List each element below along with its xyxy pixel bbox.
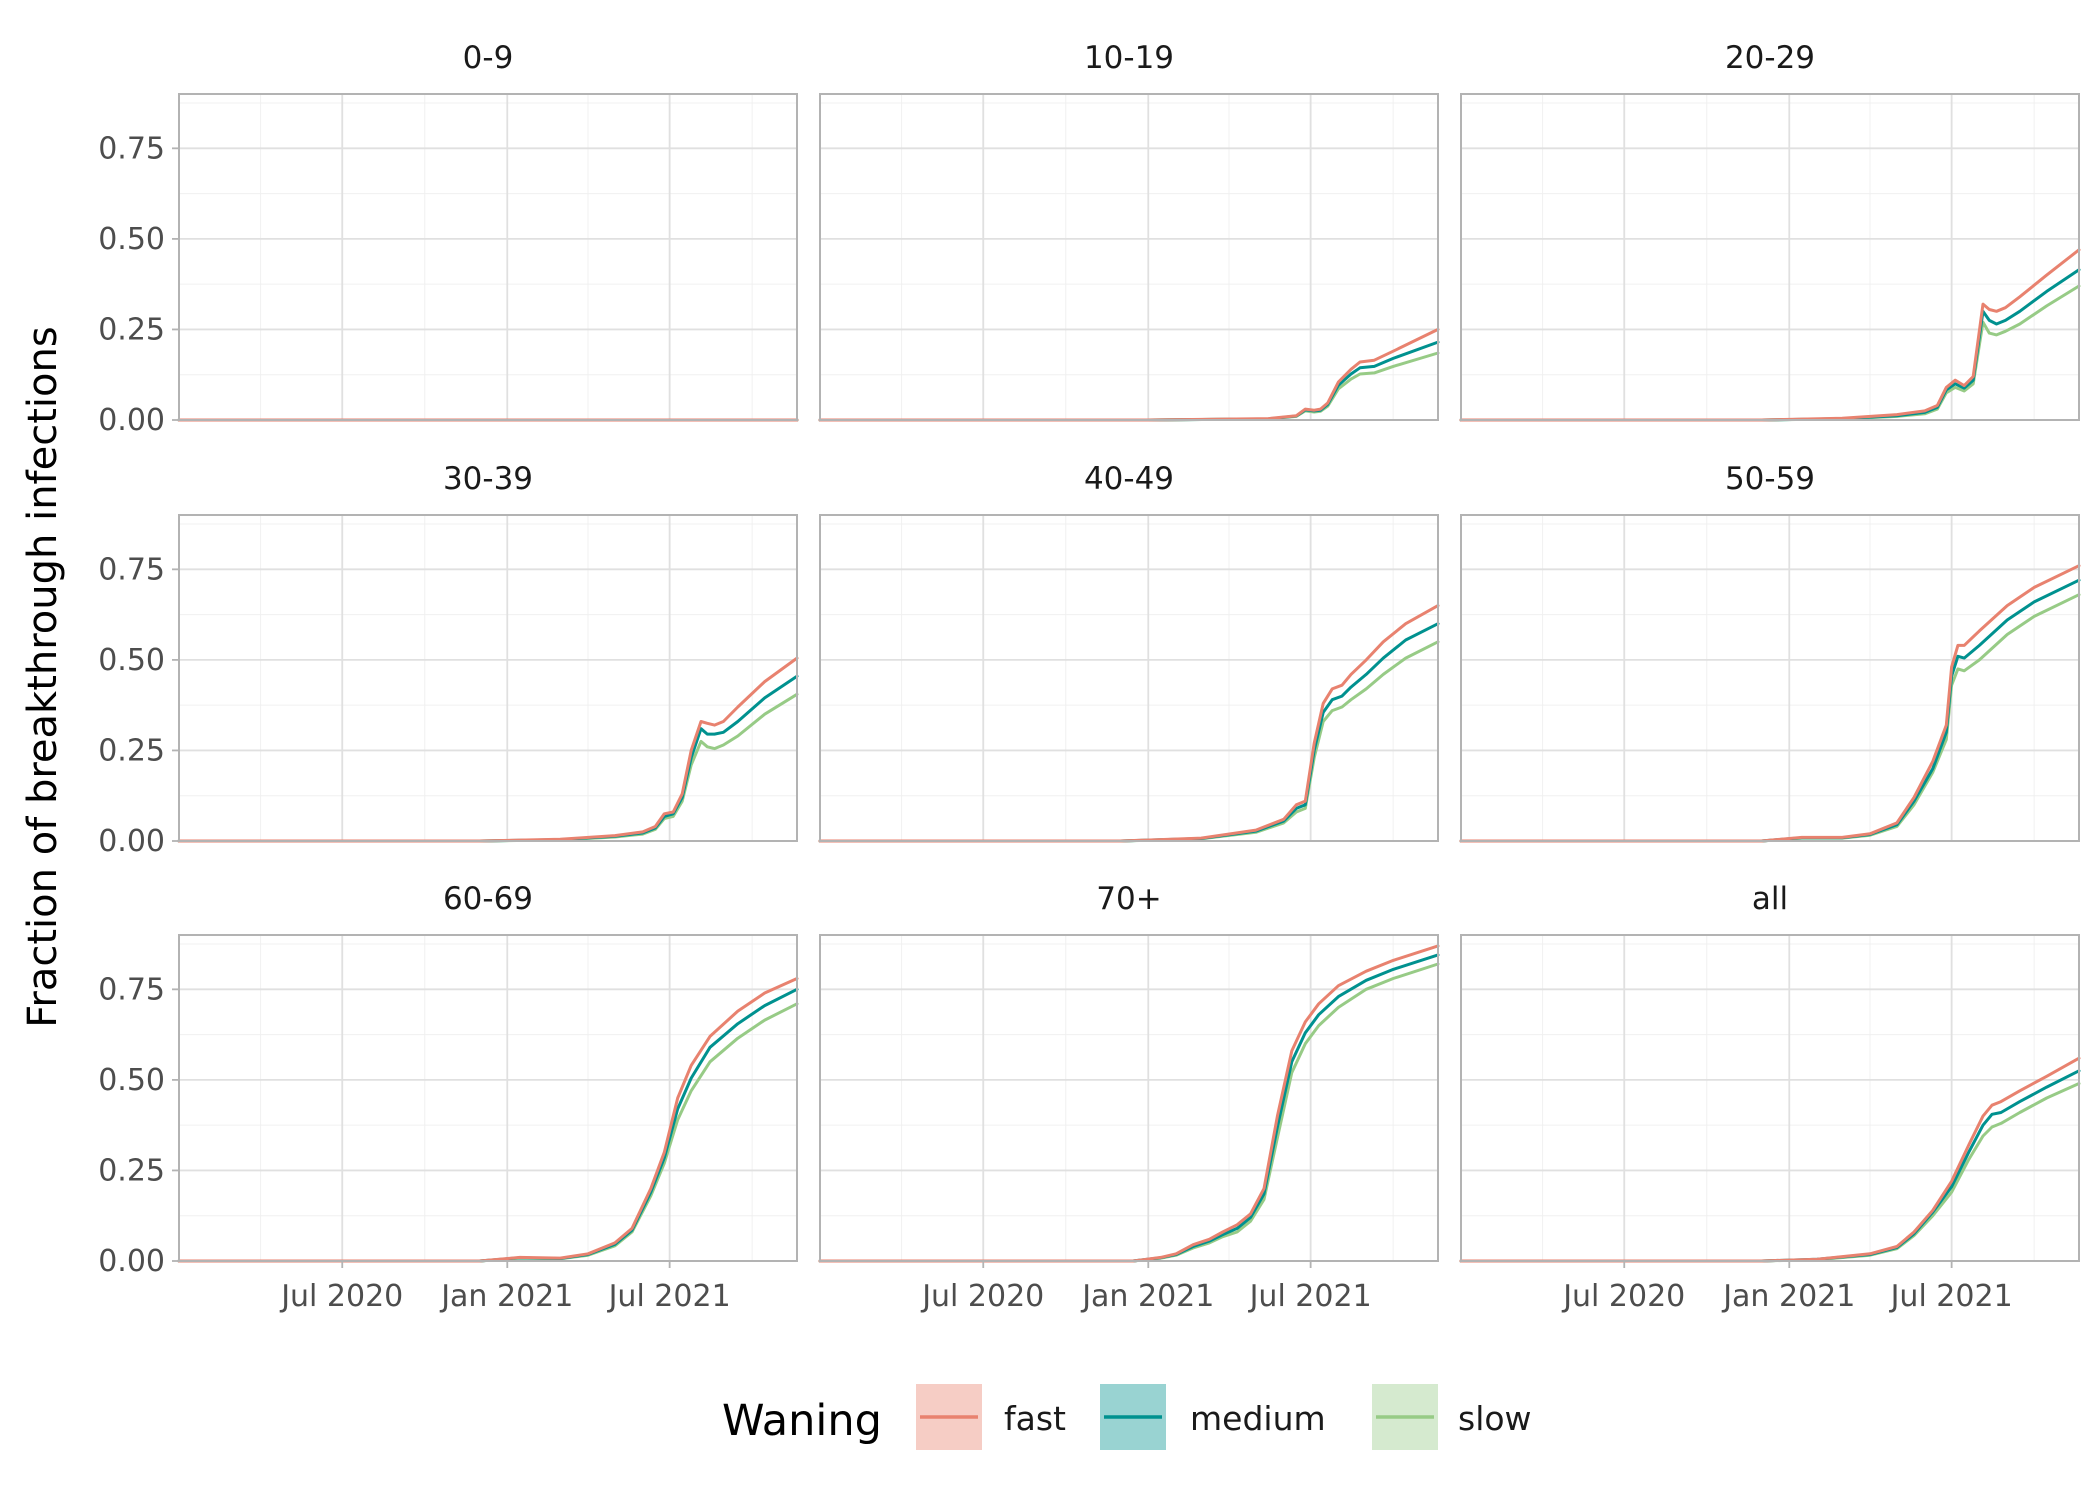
x-tick-label: Jan 2021	[1080, 1279, 1214, 1314]
series-line-slow	[177, 692, 799, 843]
y-tick-label: 0.25	[98, 312, 165, 347]
panel-border	[1460, 934, 2080, 1262]
y-tick-label: 0.00	[98, 403, 165, 438]
legend-items: fast medium slow	[916, 1384, 1532, 1450]
legend-item-slow: slow	[1372, 1384, 1532, 1450]
series-line-slow	[818, 351, 1440, 422]
x-tick-label: Jul 2021	[1889, 1279, 2013, 1314]
facet-title: 50-59	[1725, 461, 1815, 497]
facet-panel: 70+ Jul 2020 Jan 2021 Jul 2021	[818, 881, 1440, 1314]
facet-panel: 40-49	[818, 461, 1440, 843]
x-tick-label: Jul 2021	[607, 1279, 731, 1314]
series-line-medium	[818, 340, 1440, 422]
facet-title: all	[1752, 881, 1788, 917]
series-line-medium	[1459, 1069, 2081, 1263]
panel-border	[1460, 93, 2080, 421]
panel-border	[819, 934, 1439, 1262]
facet-panel: all Jul 2020 Jan 2021 Jul 2021	[1459, 881, 2081, 1314]
series-line-slow	[818, 962, 1440, 1263]
panel-border	[178, 514, 798, 842]
legend-item-medium: medium	[1100, 1384, 1326, 1450]
facet-title: 0-9	[463, 40, 514, 76]
series-line-fast	[1459, 564, 2081, 843]
facet-panel: 30-39 0.00 0.25 0.50 0.75	[98, 461, 799, 859]
y-tick-label: 0.25	[98, 1153, 165, 1188]
legend-label: medium	[1190, 1399, 1326, 1438]
y-tick-label: 0.25	[98, 733, 165, 768]
series-line-fast	[1459, 248, 2081, 422]
facet-panels: 0-9 0.00 0.25 0.50 0.75 10-19 20-29 30-39 0.00 0.…	[98, 40, 2081, 1314]
facet-title: 30-39	[443, 461, 533, 497]
legend-title: Waning	[722, 1396, 882, 1446]
series-line-fast	[818, 604, 1440, 843]
facet-title: 60-69	[443, 881, 533, 917]
series-line-fast	[818, 327, 1440, 422]
y-tick-label: 0.50	[98, 222, 165, 257]
series-line-medium	[818, 622, 1440, 843]
legend-item-fast: fast	[916, 1384, 1066, 1450]
series-line-medium	[1459, 268, 2081, 422]
x-tick-label: Jan 2021	[439, 1279, 573, 1314]
panel-border	[1460, 514, 2080, 842]
panel-border	[178, 93, 798, 421]
legend-label: slow	[1458, 1399, 1532, 1438]
y-tick-label: 0.50	[98, 1063, 165, 1098]
y-tick-label: 0.00	[98, 1244, 165, 1279]
series-line-fast	[818, 944, 1440, 1263]
y-tick-label: 0.75	[98, 972, 165, 1007]
x-tick-label: Jul 2020	[1561, 1279, 1685, 1314]
series-line-fast	[177, 656, 799, 843]
facet-title: 40-49	[1084, 461, 1174, 497]
series-line-slow	[1459, 593, 2081, 843]
series-line-medium	[177, 674, 799, 843]
y-tick-label: 0.75	[98, 552, 165, 587]
x-tick-label: Jan 2021	[1721, 1279, 1855, 1314]
panel-border	[178, 934, 798, 1262]
y-axis-label: Fraction of breakthrough infections	[20, 326, 66, 1027]
facet-title: 10-19	[1084, 40, 1174, 76]
series-line-medium	[818, 953, 1440, 1263]
facet-panel: 50-59	[1459, 461, 2081, 843]
facet-title: 70+	[1096, 881, 1161, 917]
y-tick-label: 0.75	[98, 131, 165, 166]
series-line-fast	[1459, 1056, 2081, 1263]
facet-panel: 60-69 0.00 0.25 0.50 0.75 Jul 2020 Jan 2021 Jul…	[98, 881, 799, 1314]
legend-label: fast	[1004, 1399, 1066, 1438]
facet-panel: 10-19	[818, 40, 1440, 422]
facet-panel: 20-29	[1459, 40, 2081, 422]
panel-border	[819, 93, 1439, 421]
series-line-slow	[818, 640, 1440, 843]
y-tick-label: 0.00	[98, 824, 165, 859]
y-tick-label: 0.50	[98, 643, 165, 678]
x-tick-label: Jul 2020	[920, 1279, 1044, 1314]
x-tick-label: Jul 2020	[279, 1279, 403, 1314]
series-line-slow	[177, 1002, 799, 1263]
series-line-medium	[1459, 578, 2081, 843]
panel-border	[819, 514, 1439, 842]
facet-title: 20-29	[1725, 40, 1815, 76]
x-tick-label: Jul 2021	[1248, 1279, 1372, 1314]
series-line-fast	[177, 977, 799, 1263]
facet-panel: 0-9 0.00 0.25 0.50 0.75	[98, 40, 799, 438]
legend: Waning fast medium slow	[722, 1384, 1532, 1450]
